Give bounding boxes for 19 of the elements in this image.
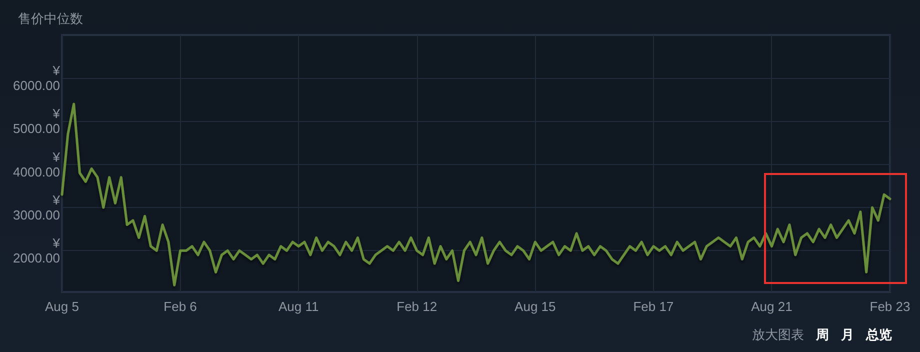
- x-tick-label: Feb 6: [164, 299, 197, 314]
- x-tick-label: Aug 15: [514, 299, 556, 314]
- x-tick-label: Feb 23: [870, 299, 910, 314]
- y-tick-label: ¥ 3000.00: [13, 192, 61, 222]
- text: 总览: [866, 327, 892, 344]
- y-tick-label: ¥ 4000.00: [13, 149, 61, 180]
- y-tick-label: ¥ 6000.00: [13, 63, 61, 94]
- x-tick-label: Aug 11: [278, 299, 319, 314]
- chart-title: 售价中位数: [18, 11, 83, 28]
- text: 月: [841, 327, 854, 344]
- x-tick-label: Feb 17: [633, 299, 674, 314]
- y-tick-label: ¥ 5000.00: [13, 106, 61, 136]
- text: 周: [816, 327, 829, 344]
- x-tick-label: Feb 12: [396, 299, 438, 314]
- x-tick-label: Aug 5: [45, 299, 79, 314]
- x-tick-label: Aug 21: [751, 299, 792, 314]
- text: 放大图表: [752, 327, 804, 344]
- y-tick-label: ¥ 2000.00: [13, 236, 61, 266]
- line-series: [60, 102, 892, 286]
